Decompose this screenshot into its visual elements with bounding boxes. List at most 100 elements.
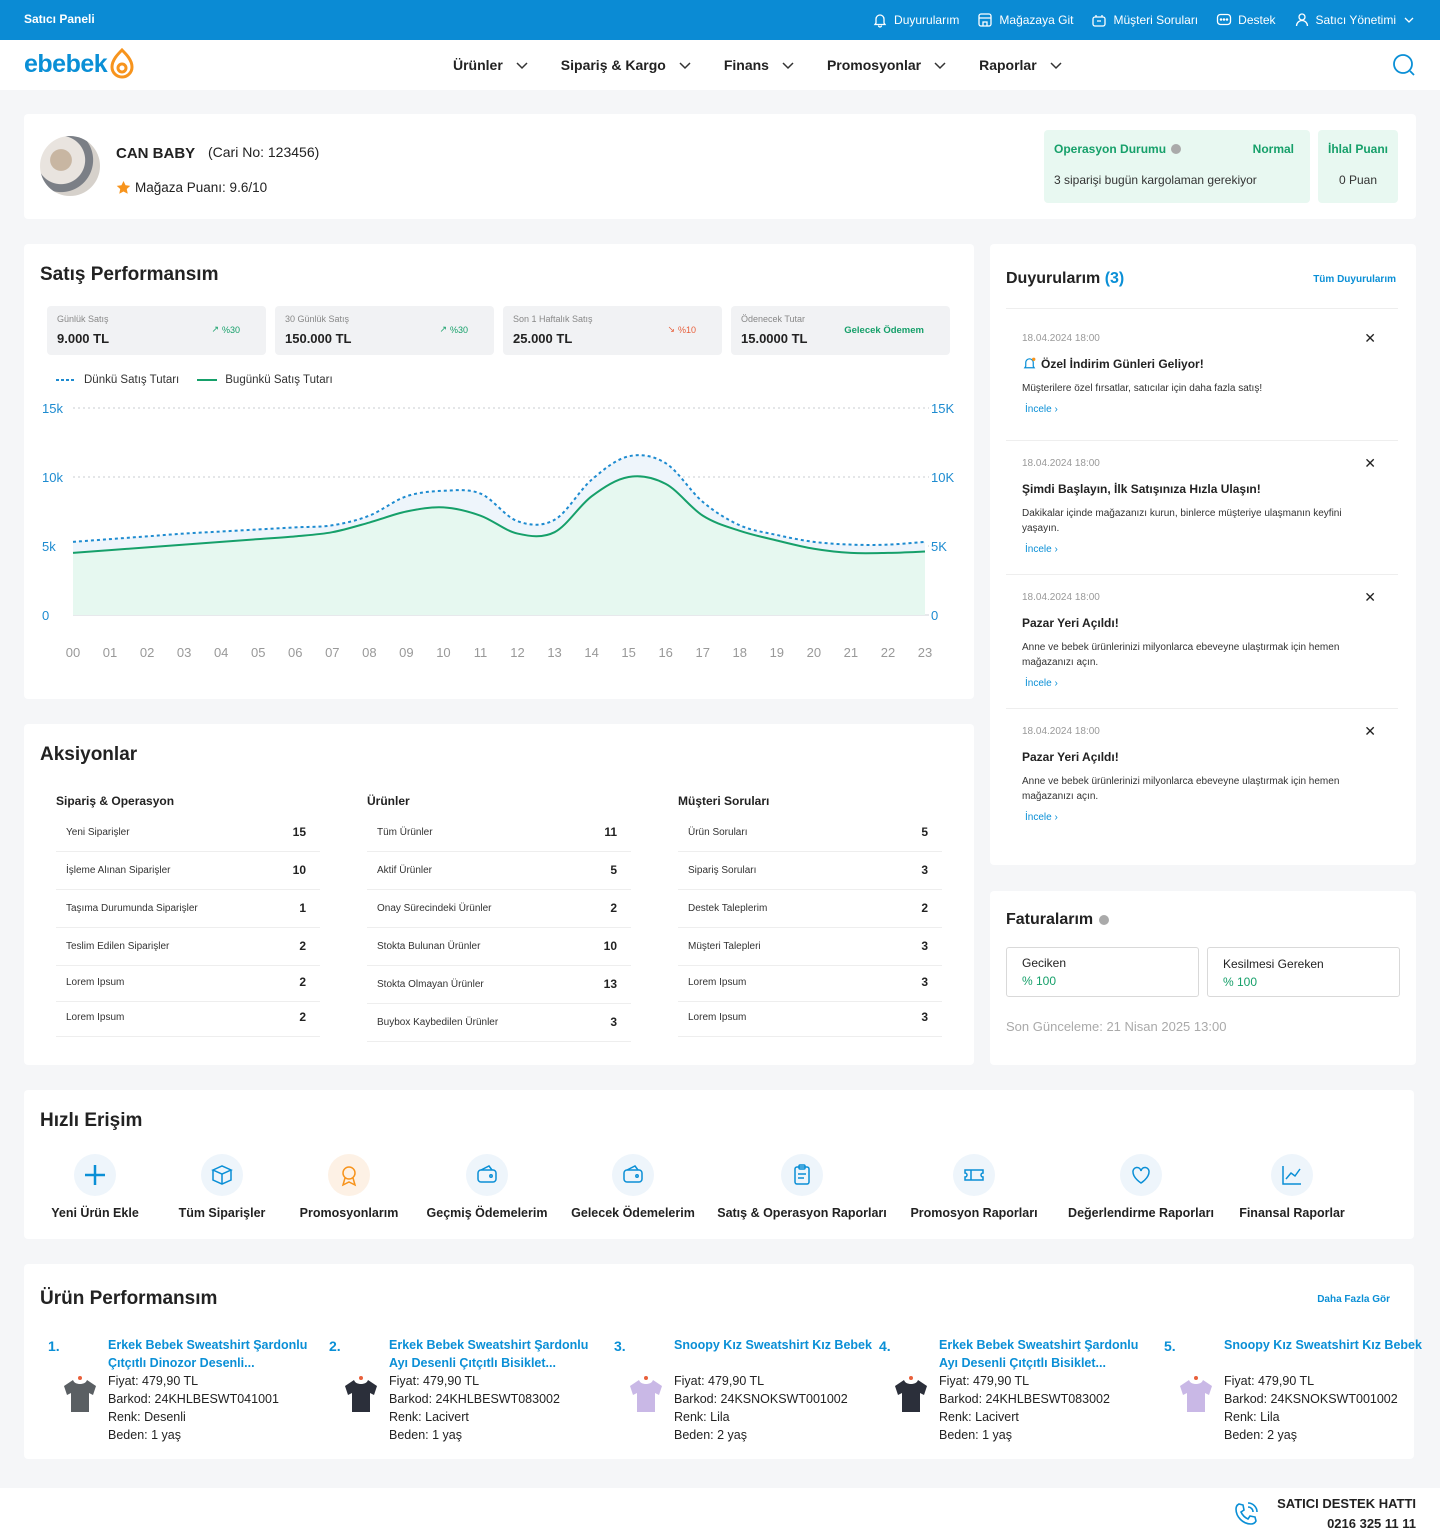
action-row[interactable]: Ürün Soruları 5 [678, 818, 942, 852]
product-title[interactable]: Snoopy Kız Sweatshirt Kız Bebek [674, 1338, 872, 1352]
product-title[interactable]: Snoopy Kız Sweatshirt Kız Bebek [1224, 1338, 1422, 1352]
quick-item-sales-reports[interactable]: Satış & Operasyon Raporları [714, 1154, 890, 1220]
x-tick-label: 16 [658, 645, 672, 660]
quick-access-card: Hızlı Erişim Yeni Ürün Ekle Tüm Siparişl… [24, 1090, 1414, 1239]
product-rank: 1. [48, 1338, 60, 1354]
quick-item-financial-reports[interactable]: Finansal Raporlar [1236, 1154, 1348, 1220]
action-row[interactable]: Tüm Ürünler 11 [367, 818, 631, 852]
x-tick-label: 08 [362, 645, 376, 660]
action-row[interactable]: Onay Sürecindeki Ürünler 2 [367, 894, 631, 928]
top-link-announcements[interactable]: Duyurularım [872, 12, 959, 28]
product-item[interactable]: 5. Snoopy Kız Sweatshirt Kız Bebek Fiyat: … [1164, 1334, 1440, 1444]
invoice-pending-box[interactable]: Kesilmesi Gereken % 100 [1207, 947, 1400, 997]
chart-icon [1282, 1166, 1301, 1185]
stat-daily-sales: Günlük Satış 9.000 TL ↗ %30 [47, 306, 266, 355]
product-size: Beden: 2 yaş [1224, 1428, 1297, 1442]
close-icon[interactable]: ✕ [1364, 589, 1376, 605]
action-row[interactable]: Stokta Bulunan Ürünler 10 [367, 932, 631, 966]
invoices-title: Faturalarım [1006, 911, 1110, 929]
top-link-support[interactable]: Destek [1216, 12, 1276, 28]
quick-item-promotion-reports[interactable]: Promosyon Raporları [908, 1154, 1040, 1220]
store-name: CAN BABY [116, 145, 196, 162]
sales-performance-card: Satış Performansım Günlük Satış 9.000 TL… [24, 244, 974, 699]
review-link[interactable]: İncele › [1025, 678, 1058, 689]
nav-item-promotions[interactable]: Promosyonlar [827, 56, 949, 74]
action-row[interactable]: Lorem Ipsum 3 [678, 1003, 942, 1037]
invoice-overdue-box[interactable]: Geciken % 100 [1006, 947, 1199, 997]
action-row[interactable]: Müşteri Talepleri 3 [678, 932, 942, 966]
chevron-down-icon [516, 62, 528, 70]
ebebek-logo[interactable]: ebebek [24, 46, 137, 82]
see-more-link[interactable]: Daha Fazla Gör [1317, 1294, 1390, 1305]
action-row[interactable]: Destek Taleplerim 2 [678, 894, 942, 928]
top-link-store[interactable]: Mağazaya Git [977, 12, 1073, 28]
action-row[interactable]: Stokta Olmayan Ürünler 13 [367, 970, 631, 1004]
x-tick-label: 06 [288, 645, 302, 660]
x-tick-label: 01 [103, 645, 117, 660]
product-title[interactable]: Erkek Bebek Sweatshirt Şardonlu Çıtçıtlı… [108, 1338, 308, 1370]
info-icon[interactable] [1099, 915, 1110, 925]
product-item[interactable]: 4. Erkek Bebek Sweatshirt Şardonlu Ayı De… [879, 1334, 1159, 1444]
product-price: Fiyat: 479,90 TL [389, 1374, 480, 1388]
series-band-area [73, 455, 925, 554]
product-size: Beden: 2 yaş [674, 1428, 747, 1442]
nav-item-orders[interactable]: Sipariş & Kargo [561, 56, 694, 74]
top-link-customer-questions[interactable]: Müşteri Soruları [1091, 12, 1198, 28]
quick-item-all-orders[interactable]: Tüm Siparişler [172, 1154, 272, 1220]
action-row[interactable]: Buybox Kaybedilen Ürünler 3 [367, 1008, 631, 1042]
close-icon[interactable]: ✕ [1364, 723, 1376, 739]
star-icon [116, 180, 131, 194]
action-row[interactable]: Yeni Siparişler 15 [56, 818, 320, 852]
x-tick-label: 13 [547, 645, 561, 660]
actions-col-title: Müşteri Soruları [678, 794, 770, 808]
nav-item-finance[interactable]: Finans [724, 56, 797, 74]
invoices-card: Faturalarım Geciken % 100 Kesilmesi Gere… [990, 891, 1416, 1065]
chart-legend: Dünkü Satış Tutarı Bugünkü Satış Tutarı [56, 374, 333, 386]
x-tick-label: 04 [214, 645, 228, 660]
support-line-phone[interactable]: 0216 325 11 11 [1327, 1516, 1416, 1531]
top-link-seller-management[interactable]: Satıcı Yönetimi [1294, 12, 1416, 28]
all-announcements-link[interactable]: Tüm Duyurularım [1313, 274, 1396, 285]
search-button[interactable] [1392, 53, 1416, 77]
nav-item-products[interactable]: Ürünler [453, 56, 531, 74]
action-row[interactable]: Lorem Ipsum 2 [56, 1003, 320, 1037]
action-row[interactable]: Lorem Ipsum 3 [678, 968, 942, 1002]
stat-monthly-sales: 30 Günlük Satış 150.000 TL ↗ %30 [275, 306, 494, 355]
product-title[interactable]: Erkek Bebek Sweatshirt Şardonlu Ayı Dese… [939, 1338, 1139, 1370]
future-payment-link[interactable]: Gelecek Ödemem [844, 325, 924, 336]
quick-item-past-payments[interactable]: Geçmiş Ödemelerim [422, 1154, 552, 1220]
x-tick-label: 11 [474, 645, 488, 660]
quick-item-promotions[interactable]: Promosyonlarım [294, 1154, 404, 1220]
product-item[interactable]: 2. Erkek Bebek Sweatshirt Şardonlu Ayı De… [329, 1334, 609, 1444]
close-icon[interactable]: ✕ [1364, 455, 1376, 471]
quick-item-new-product[interactable]: Yeni Ürün Ekle [44, 1154, 146, 1220]
announcement-item: 18.04.2024 18:00 ✕ Pazar Yeri Açıldı! An… [1006, 575, 1398, 709]
nav-item-reports[interactable]: Raporlar [979, 56, 1065, 74]
product-title[interactable]: Erkek Bebek Sweatshirt Şardonlu Ayı Dese… [389, 1338, 589, 1370]
product-color: Renk: Desenli [108, 1410, 186, 1424]
actions-col-title: Sipariş & Operasyon [56, 794, 175, 808]
action-row[interactable]: Lorem Ipsum 2 [56, 968, 320, 1002]
chevron-down-icon [934, 62, 946, 70]
review-link[interactable]: İncele › [1025, 544, 1058, 555]
info-icon[interactable] [1171, 144, 1182, 154]
product-item[interactable]: 1. Erkek Bebek Sweatshirt Şardonlu Çıtçıt… [48, 1334, 328, 1444]
y-tick-right: 5K [931, 539, 947, 554]
quick-item-future-payments[interactable]: Gelecek Ödemelerim [568, 1154, 698, 1220]
action-row[interactable]: Aktif Ürünler 5 [367, 856, 631, 890]
quick-item-review-reports[interactable]: Değerlendirme Raporları [1064, 1154, 1218, 1220]
action-row[interactable]: Sipariş Soruları 3 [678, 856, 942, 890]
review-link[interactable]: İncele › [1025, 404, 1058, 415]
x-tick-label: 21 [844, 645, 858, 660]
close-icon[interactable]: ✕ [1364, 330, 1376, 346]
product-item[interactable]: 3. Snoopy Kız Sweatshirt Kız Bebek Fiyat: … [614, 1334, 894, 1444]
x-tick-label: 19 [770, 645, 784, 660]
quick-access-title: Hızlı Erişim [40, 1110, 143, 1131]
action-row[interactable]: İşleme Alınan Siparişler 10 [56, 856, 320, 890]
main-nav: ebebek Ürünler Sipariş & Kargo Finans Pr… [0, 40, 1440, 90]
review-link[interactable]: İncele › [1025, 812, 1058, 823]
action-row[interactable]: Teslim Edilen Siparişler 2 [56, 932, 320, 966]
action-row[interactable]: Taşıma Durumunda Siparişler 1 [56, 894, 320, 928]
product-size: Beden: 1 yaş [939, 1428, 1012, 1442]
product-image [60, 1374, 100, 1416]
